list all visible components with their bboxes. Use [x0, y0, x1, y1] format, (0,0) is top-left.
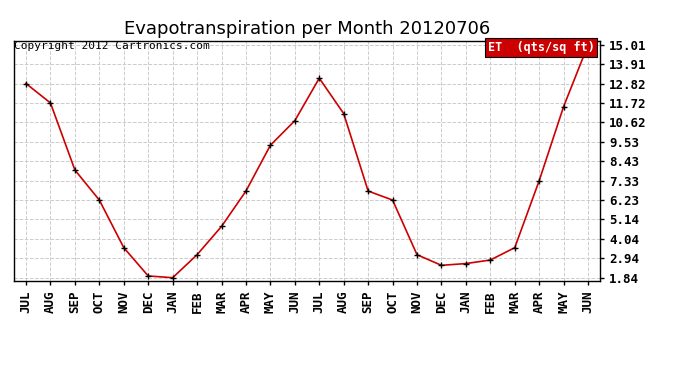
Text: Copyright 2012 Cartronics.com: Copyright 2012 Cartronics.com: [14, 41, 210, 51]
Title: Evapotranspiration per Month 20120706: Evapotranspiration per Month 20120706: [124, 20, 490, 38]
Text: ET  (qts/sq ft): ET (qts/sq ft): [488, 41, 594, 54]
